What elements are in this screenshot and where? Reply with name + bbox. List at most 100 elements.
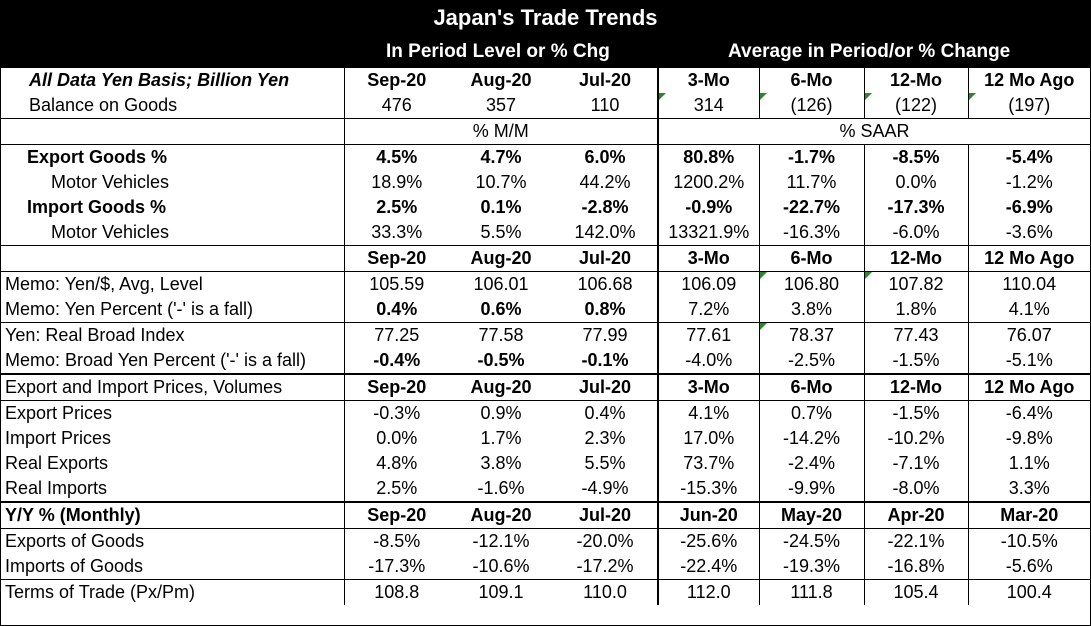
cell: 314 xyxy=(657,93,759,119)
row-label: Imports of Goods xyxy=(5,556,144,576)
cell: 109.1 xyxy=(449,579,553,605)
cell: -9.8% xyxy=(967,426,1090,451)
units-label xyxy=(1,118,344,145)
row-label: Import Goods % xyxy=(27,197,166,217)
cell: (126) xyxy=(758,93,864,119)
cell: 4.8% xyxy=(343,451,449,476)
cell: -5.6% xyxy=(967,554,1090,580)
cell: 77.99 xyxy=(553,322,658,348)
cell: 5.5% xyxy=(584,453,626,473)
cell: -14.2% xyxy=(758,426,864,451)
units-row: % M/M % SAAR xyxy=(1,118,1090,145)
header-row-label xyxy=(1,245,344,272)
table-row: Imports of Goods -17.3% -10.6% -17.2% -2… xyxy=(1,554,1090,580)
row-label: Real Imports xyxy=(5,478,108,498)
col-header: Aug-20 xyxy=(449,245,553,272)
col-header: 12 Mo Ago xyxy=(967,245,1090,272)
col-header: Jul-20 xyxy=(553,245,658,272)
cell: -1.5% xyxy=(863,348,968,374)
subheader-bar: In Period Level or % Chg Average in Peri… xyxy=(1,35,1090,68)
cell: 10.7% xyxy=(475,172,527,192)
cell: -4.9% xyxy=(581,478,629,498)
cell: 105.59 xyxy=(343,271,449,297)
units-right: % SAAR xyxy=(657,118,1090,145)
cell: 76.07 xyxy=(967,322,1090,348)
table-row: Real Imports 2.5% -1.6% -4.9% -15.3% -9.… xyxy=(1,476,1090,502)
cell: -10.5% xyxy=(967,528,1090,554)
cell: 1.7% xyxy=(480,428,522,448)
header-row-label: Y/Y % (Monthly) xyxy=(1,501,344,529)
cell: 77.58 xyxy=(449,322,553,348)
cell: 0.7% xyxy=(758,400,864,426)
trade-table: All Data Yen Basis; Billion Yen Sep-20 A… xyxy=(1,68,1090,605)
col-header: Sep-20 xyxy=(343,245,449,272)
cell: 142.0% xyxy=(574,222,636,242)
cell: -15.3% xyxy=(657,476,759,502)
cell: -17.3% xyxy=(343,554,449,580)
col-header: 6-Mo xyxy=(758,245,864,272)
header-row-label: Export and Import Prices, Volumes xyxy=(1,373,344,401)
col-header: 12-Mo xyxy=(863,245,968,272)
cell: 0.0% xyxy=(343,426,449,451)
col-header: Jun-20 xyxy=(657,501,759,529)
cell: 0.4% xyxy=(343,297,449,323)
cell: -6.9% xyxy=(967,195,1090,220)
table-row: Exports of Goods -8.5% -12.1% -20.0% -25… xyxy=(1,528,1090,554)
cell: 0.0% xyxy=(863,170,968,195)
cell: 4.1% xyxy=(967,297,1090,323)
row-label: Export Prices xyxy=(1,400,344,426)
cell: 0.8% xyxy=(584,299,626,319)
row-label: Real Exports xyxy=(5,453,109,473)
cell: -2.4% xyxy=(758,451,864,476)
cell: 17.0% xyxy=(657,426,759,451)
cell: 73.7% xyxy=(657,451,759,476)
col-header: Jul-20 xyxy=(578,70,632,90)
cell: 6.0% xyxy=(553,144,658,170)
cell: -1.6% xyxy=(477,478,525,498)
cell: -4.0% xyxy=(657,348,759,374)
table-row: Export Prices -0.3% 0.9% 0.4% 4.1% 0.7% … xyxy=(1,400,1090,426)
cell: 107.82 xyxy=(863,271,968,297)
cell: 100.4 xyxy=(967,579,1090,605)
col-header: Aug-20 xyxy=(470,70,532,90)
col-header: 6-Mo xyxy=(758,373,864,401)
table-row: Terms of Trade (Px/Pm) 108.8 109.1 110.0… xyxy=(1,579,1090,605)
cell: -5.1% xyxy=(967,348,1090,374)
col-header: 6-Mo xyxy=(758,68,864,93)
cell: -0.1% xyxy=(581,350,629,370)
cell: 110.04 xyxy=(967,271,1090,297)
table-row: Balance on Goods 476 357 110 314 (126) (… xyxy=(1,93,1090,119)
cell: -20.0% xyxy=(553,528,658,554)
col-header: Sep-20 xyxy=(343,373,449,401)
col-header: 12-Mo xyxy=(863,68,968,93)
cell: 0.1% xyxy=(480,197,522,217)
row-label: Memo: Yen/$, Avg, Level xyxy=(1,271,344,297)
col-header: May-20 xyxy=(758,501,864,529)
cell: -22.7% xyxy=(758,195,864,220)
cell: -24.5% xyxy=(758,528,864,554)
subheader-left: In Period Level or % Chg xyxy=(386,41,610,62)
cell: 4.5% xyxy=(343,144,449,170)
cell: 77.25 xyxy=(343,322,449,348)
cell: 3.8% xyxy=(480,453,522,473)
table-row: Yen: Real Broad Index 77.25 77.58 77.99 … xyxy=(1,322,1090,348)
cell: -10.6% xyxy=(472,556,530,576)
cell: -6.0% xyxy=(863,220,968,246)
cell: 106.01 xyxy=(449,271,553,297)
cell: 357 xyxy=(485,95,517,115)
table-row: Memo: Yen/$, Avg, Level 105.59 106.01 10… xyxy=(1,271,1090,297)
cell: 106.68 xyxy=(553,271,658,297)
cell: -25.6% xyxy=(657,528,759,554)
header-row-3: Export and Import Prices, Volumes Sep-20… xyxy=(1,373,1090,401)
col-header: 3-Mo xyxy=(657,245,759,272)
header-row-4: Y/Y % (Monthly) Sep-20 Aug-20 Jul-20 Jun… xyxy=(1,501,1090,529)
cell: -0.5% xyxy=(477,350,525,370)
table-row: Import Goods % 2.5% 0.1% -2.8% -0.9% -22… xyxy=(1,195,1090,220)
cell: -10.2% xyxy=(863,426,968,451)
cell: 0.4% xyxy=(553,400,658,426)
cell: -9.9% xyxy=(758,476,864,502)
row-label: Yen: Real Broad Index xyxy=(1,322,344,348)
cell: 476 xyxy=(343,93,449,119)
table-row: Memo: Broad Yen Percent ('-' is a fall) … xyxy=(1,348,1090,374)
